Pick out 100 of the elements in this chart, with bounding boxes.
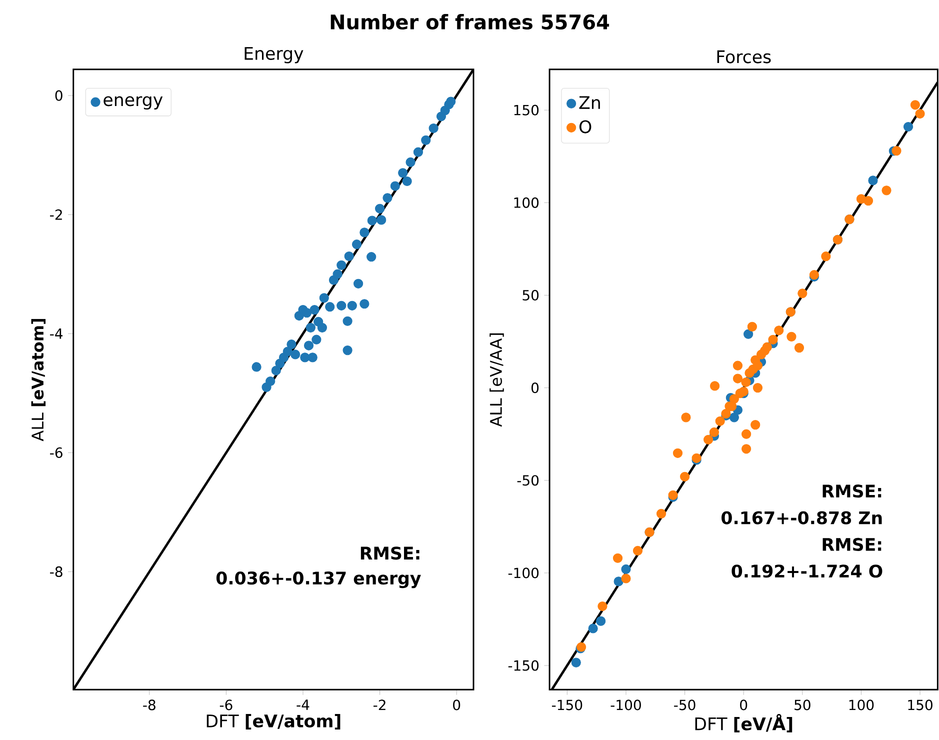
y-tick-label: 150 [514, 104, 539, 116]
point [312, 334, 322, 344]
point [588, 624, 598, 634]
point [304, 340, 314, 350]
x-tick-label: 150 [908, 700, 932, 710]
point [342, 316, 352, 326]
point [744, 329, 754, 339]
text: Number of frames 55764 [330, 14, 610, 30]
x-tick-label: -2 [374, 700, 386, 710]
point [863, 196, 874, 206]
point [353, 278, 364, 288]
point [786, 332, 796, 342]
point [398, 168, 408, 178]
point [598, 601, 608, 611]
annotation: RMSE: [822, 484, 882, 498]
y-tick-label: -2 [50, 209, 62, 220]
y-axis-title: ALL [eV/atom] [31, 318, 46, 442]
point [360, 228, 370, 238]
point [317, 322, 327, 332]
legend-label: O [580, 120, 592, 134]
point [367, 216, 377, 226]
point [742, 444, 752, 454]
point [729, 412, 739, 422]
point [798, 288, 808, 298]
point [428, 123, 438, 133]
y-tick-label: 0 [532, 382, 539, 393]
point [360, 298, 370, 309]
y-tick-label: -6 [50, 447, 62, 458]
point [336, 300, 346, 310]
y-axis-title: ALL [eV/AA] [490, 333, 504, 427]
x-tick-label: 0 [740, 700, 748, 710]
point [402, 176, 412, 186]
point [344, 251, 354, 261]
point [750, 420, 760, 430]
point [910, 100, 920, 110]
point [681, 412, 691, 422]
point [621, 564, 631, 574]
point [347, 300, 357, 310]
x-axis-title: DFT [eV/atom] [206, 714, 340, 730]
annotation: RMSE: [822, 538, 882, 551]
point [446, 96, 456, 106]
point [915, 108, 925, 118]
point [732, 360, 743, 370]
point [366, 252, 376, 262]
x-tick-label: 50 [794, 700, 810, 710]
point [868, 176, 878, 186]
point [374, 204, 385, 214]
point [266, 376, 276, 386]
point [286, 339, 296, 350]
point [382, 192, 392, 203]
point [747, 322, 757, 332]
point [332, 269, 342, 279]
point [742, 429, 752, 439]
annotation: 0.036+-0.137 energy [216, 571, 421, 588]
point [352, 239, 362, 250]
point [390, 181, 400, 191]
y-tick-label: -8 [50, 566, 62, 577]
annotation: RMSE: [360, 546, 420, 560]
point [612, 553, 623, 563]
point [656, 508, 666, 518]
legend-label: Zn [579, 96, 600, 109]
point [302, 308, 312, 318]
point [596, 616, 606, 626]
point [774, 325, 784, 336]
point [319, 292, 329, 303]
point [732, 374, 743, 384]
point [794, 342, 804, 352]
point [752, 382, 763, 392]
x-tick-label: 0 [453, 700, 460, 710]
point [325, 302, 335, 312]
point [406, 157, 416, 167]
legend-label: energy [104, 96, 163, 110]
point [290, 350, 300, 360]
point [680, 472, 690, 482]
x-tick-label: -150 [552, 700, 582, 710]
point [342, 345, 352, 355]
x-tick-label: -4 [296, 700, 310, 710]
point [709, 427, 720, 437]
x-axis-title: DFT [eV/Å] [695, 714, 792, 732]
x-tick-label: -50 [674, 700, 696, 710]
annotation: 0.192+-1.724 O [732, 564, 882, 578]
x-tick-label: -6 [220, 700, 232, 710]
point [892, 146, 902, 156]
point [376, 215, 386, 225]
chart-title: Forces [717, 50, 771, 64]
y-tick-label: -50 [517, 474, 539, 486]
y-tick-label: 0 [55, 90, 62, 101]
point [741, 377, 751, 387]
point [310, 304, 320, 315]
x-tick-label: -8 [143, 700, 156, 710]
y-tick-label: 50 [522, 290, 539, 300]
point [632, 546, 643, 556]
point [704, 434, 714, 444]
point [336, 260, 346, 270]
point [672, 448, 683, 458]
point [621, 574, 631, 584]
chart-title: Energy [244, 46, 304, 64]
point [710, 381, 720, 391]
point [413, 147, 424, 157]
y-tick-label: -4 [50, 328, 63, 339]
